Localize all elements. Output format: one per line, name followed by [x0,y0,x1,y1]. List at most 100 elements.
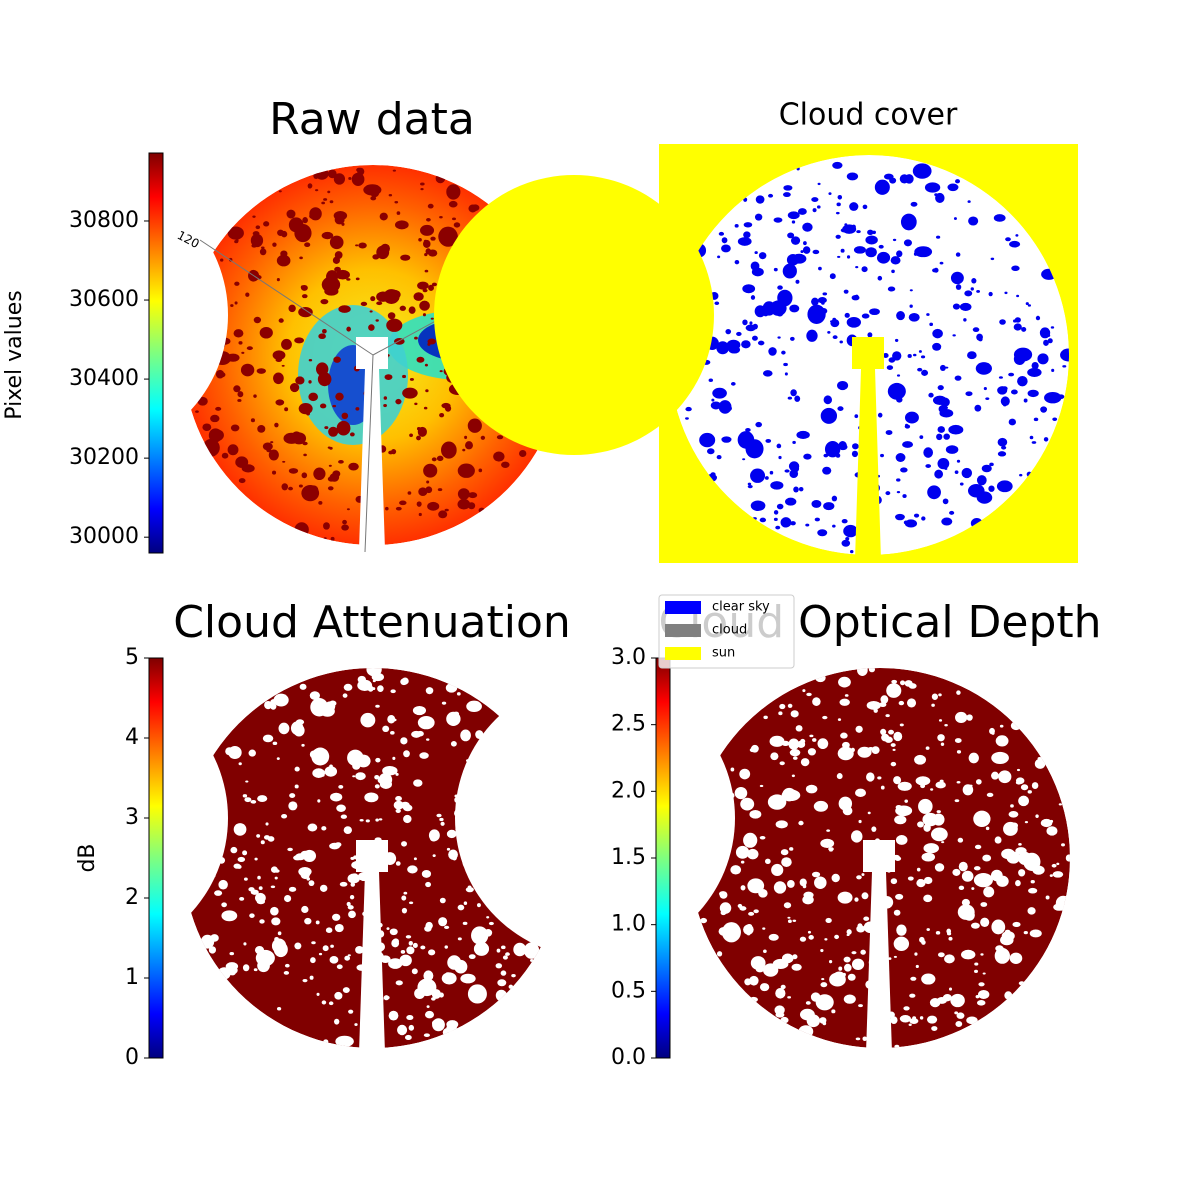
cloud-spot [982,972,986,975]
cloud-spot [245,292,250,297]
cloud-spot [895,805,913,816]
cloud-spot [523,942,540,959]
cloud-spot [440,821,445,826]
cloud-spot [327,190,331,194]
cloud-spot [424,1010,435,1019]
cloud-spot [452,217,456,221]
cloud-spot [321,201,326,205]
cloud-spot [457,498,471,510]
cloud-spot [338,460,344,464]
cloud-spot [378,818,383,821]
cloud-spot [242,964,250,972]
cloud-spot [843,289,849,294]
cloud-spot [530,959,534,962]
cloud-spot [980,953,984,956]
cloud-spot [467,502,476,510]
cloud-spot [858,819,862,824]
cloud-spot [1057,394,1065,400]
cloud-spot [817,738,829,750]
cloud-spot [779,703,786,710]
cloud-spot [874,179,890,195]
cloud-spot [416,356,425,363]
cloud-spot [791,220,796,224]
cloud-spot [739,768,751,780]
cloud-spot [237,391,244,398]
cloud-spot [395,506,402,511]
cloud-spot [831,495,838,502]
cloud-spot [229,951,235,956]
cloud-spot [255,949,275,967]
cloud-spot [1023,398,1028,403]
cloud-spot [495,989,507,1002]
cloud-spot [880,728,887,736]
cloud-spot [755,195,765,204]
cloud-spot [342,519,347,525]
cloud-spot [777,289,793,307]
cloud-spot [913,513,920,518]
cloud-spot [350,882,356,887]
cloud-spot [773,517,778,521]
cloud-spot [937,734,945,742]
cloud-spot [1043,437,1049,442]
cloud-spot [1031,361,1039,370]
cloud-spot [929,998,941,1008]
cloud-spot [991,751,1009,764]
cloud-spot [877,275,883,281]
cloud-spot [802,884,807,889]
cloud-spot [932,328,943,339]
cloud-spot [348,1009,354,1014]
cloud-spot [863,916,870,921]
cloud-spot [887,286,896,292]
cloud-spot [935,931,941,935]
cloud-spot [366,668,382,677]
cloud-spot [835,234,841,239]
cloud-spot [238,341,243,345]
cloud-spot [873,708,878,713]
cloud-spot [401,895,407,901]
cloud-spot [420,224,435,236]
cloud-spot [736,331,742,337]
cloud-spot [918,350,922,353]
cloud-spot [685,417,689,420]
cloud-spot [248,749,256,757]
cloud-spot [842,806,853,816]
cloud-spot [413,292,424,301]
cloud-spot [359,819,364,822]
cloud-spot [956,1012,965,1019]
cloud-spot [896,924,907,936]
colorbar-tick-label: 1.0 [611,912,646,937]
cloud-spot [914,246,933,258]
cloud-spot [791,253,807,264]
cloud-spot [877,412,883,418]
cloud-spot [739,906,747,911]
cloud-spot [240,363,255,377]
cloud-spot [831,873,840,883]
cloud-spot [837,380,849,391]
cloud-spot [400,950,406,954]
cloud-spot [798,820,804,826]
cloud-spot [811,297,819,306]
cloud-spot [414,402,418,406]
cloud-spot [273,693,289,707]
cloud-spot [923,894,933,903]
cloud-spot [428,949,436,956]
cloud-spot [426,738,430,741]
cloud-spot [787,919,792,924]
cloud-spot [948,936,953,941]
cloud-spot [838,676,851,688]
cloud-spot [906,698,917,708]
cloud-spot [785,497,797,506]
cloud-spot [310,957,316,964]
cloud-spot [750,468,766,483]
cloud-spot [855,1037,861,1041]
cloud-spot [789,847,794,851]
cloud-spot [749,996,758,1003]
cloud-spot [713,404,718,408]
cloud-spot [488,921,494,926]
cloud-spot [376,301,383,306]
cloud-spot [333,173,346,185]
cloud-spot [996,480,1013,493]
cloud-spot [893,909,901,916]
cloud-spot [814,876,827,890]
cloud-spot [909,993,916,998]
